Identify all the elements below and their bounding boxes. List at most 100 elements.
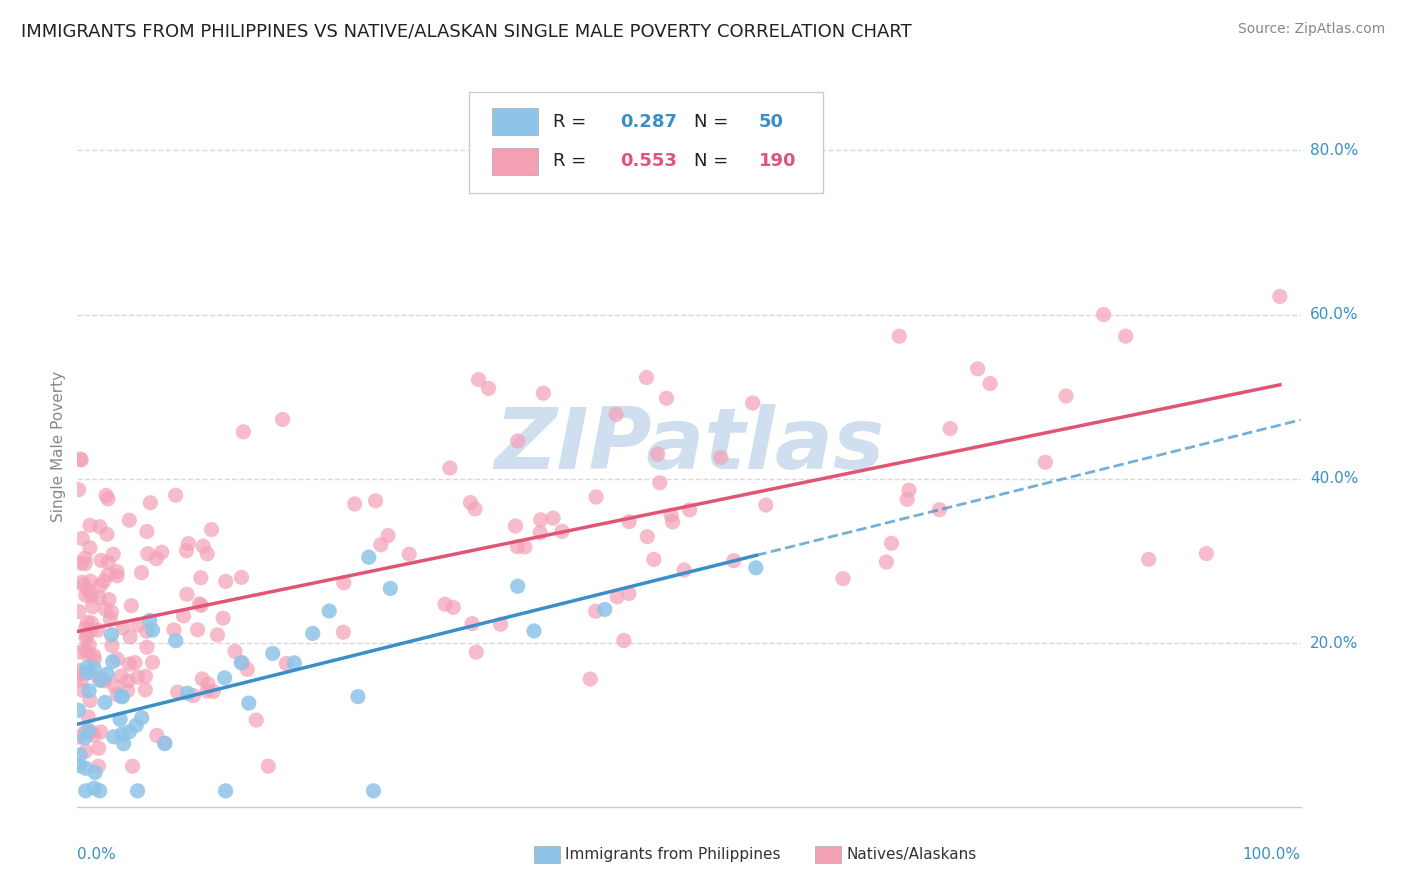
Point <box>897 483 920 498</box>
Point <box>100 605 122 619</box>
Point <box>76 647 98 661</box>
Point <box>506 434 529 448</box>
Point <box>79 693 101 707</box>
Point <box>343 497 366 511</box>
Text: Natives/Alaskans: Natives/Alaskans <box>846 847 977 862</box>
Point <box>1137 552 1160 566</box>
Point <box>105 688 128 702</box>
Point <box>118 657 141 671</box>
Point <box>224 644 246 658</box>
Point <box>135 640 157 655</box>
Point <box>108 712 131 726</box>
Point <box>75 744 97 758</box>
Point <box>77 723 100 738</box>
Point <box>73 551 96 566</box>
Point <box>89 673 111 688</box>
Bar <box>534 846 560 863</box>
Point <box>98 612 121 626</box>
Point <box>193 539 215 553</box>
Point <box>105 652 128 666</box>
Point <box>79 518 101 533</box>
Point <box>541 511 564 525</box>
Point <box>301 626 323 640</box>
Point <box>118 724 141 739</box>
Point <box>579 672 602 686</box>
Point <box>283 656 305 670</box>
Point <box>276 657 298 671</box>
Point <box>94 602 117 616</box>
Point <box>531 386 554 401</box>
Point <box>176 587 198 601</box>
Point <box>75 621 97 635</box>
Point <box>655 392 678 406</box>
Point <box>370 538 392 552</box>
Point <box>190 599 212 613</box>
Point <box>127 784 149 798</box>
Point <box>1115 329 1137 343</box>
Point <box>87 759 110 773</box>
Point <box>135 624 157 639</box>
Point <box>238 696 260 710</box>
Point <box>889 329 911 343</box>
Point <box>139 614 162 628</box>
Point <box>145 551 167 566</box>
Point <box>76 615 98 630</box>
Point <box>76 665 98 680</box>
Point <box>505 519 527 533</box>
Point <box>215 574 238 589</box>
Point <box>97 567 120 582</box>
Point <box>97 555 120 569</box>
Point <box>741 396 763 410</box>
Point <box>636 370 658 384</box>
Point <box>75 557 97 571</box>
Point <box>461 616 484 631</box>
Point <box>513 540 536 554</box>
Point <box>125 718 148 732</box>
Point <box>1033 455 1056 469</box>
Point <box>80 589 103 603</box>
Y-axis label: Single Male Poverty: Single Male Poverty <box>51 370 66 522</box>
Point <box>613 633 636 648</box>
Point <box>195 684 218 698</box>
Point <box>96 527 118 541</box>
Point <box>96 667 118 681</box>
Point <box>231 656 253 670</box>
Point <box>755 498 778 512</box>
Point <box>91 672 114 686</box>
Point <box>67 483 90 497</box>
Point <box>72 683 94 698</box>
Point <box>529 525 551 540</box>
Point <box>477 381 499 395</box>
Point <box>585 490 607 504</box>
Point <box>661 515 683 529</box>
FancyBboxPatch shape <box>468 92 824 194</box>
Point <box>200 523 222 537</box>
Point <box>141 656 163 670</box>
Text: Source: ZipAtlas.com: Source: ZipAtlas.com <box>1237 22 1385 37</box>
Point <box>636 530 658 544</box>
Point <box>73 731 96 745</box>
Point <box>103 547 125 561</box>
Point <box>89 784 111 798</box>
Text: 20.0%: 20.0% <box>1310 636 1358 650</box>
Point <box>229 656 252 670</box>
Point <box>135 669 157 683</box>
Point <box>173 608 195 623</box>
Point <box>127 670 149 684</box>
Point <box>745 561 768 575</box>
Point <box>69 645 91 659</box>
Point <box>177 536 200 550</box>
Point <box>69 452 91 467</box>
Point <box>136 547 159 561</box>
Point <box>271 412 294 426</box>
Point <box>121 759 143 773</box>
Point <box>120 599 142 613</box>
Point <box>84 765 107 780</box>
Point <box>979 376 1001 391</box>
Text: 40.0%: 40.0% <box>1310 471 1358 486</box>
Bar <box>815 846 841 863</box>
Point <box>112 737 135 751</box>
Text: R =: R = <box>553 112 592 130</box>
Point <box>105 568 128 582</box>
Point <box>117 683 139 698</box>
